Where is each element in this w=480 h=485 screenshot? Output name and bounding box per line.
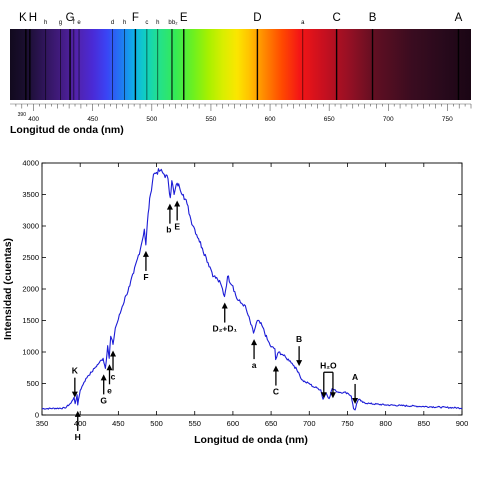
fraunhofer-label: f — [73, 20, 75, 26]
annotation-label: A — [352, 372, 358, 382]
annotation-label: a — [252, 360, 257, 370]
annotation-label: E — [174, 222, 180, 232]
fraunhofer-label: a — [301, 20, 305, 26]
intensity-series-line — [41, 168, 463, 411]
x-tick-label: 700 — [303, 419, 316, 428]
band-tick-label: 650 — [324, 116, 335, 123]
x-tick-label: 500 — [150, 419, 163, 428]
fraunhofer-label: b₂ — [172, 20, 178, 26]
band-tick-label: 600 — [265, 116, 276, 123]
x-tick-label: 350 — [36, 419, 49, 428]
annotation-arrow — [352, 383, 359, 404]
y-tick-label: 1500 — [22, 316, 39, 325]
y-tick-label: 2000 — [22, 285, 39, 294]
band-tick-label: 450 — [87, 116, 98, 123]
x-tick-label: 850 — [418, 419, 431, 428]
annotation-label: F — [143, 272, 148, 282]
x-tick-label: 650 — [265, 419, 278, 428]
solar-spectrum-band — [10, 29, 471, 100]
intensity-line — [41, 168, 463, 411]
x-tick-label: 600 — [227, 419, 240, 428]
fraunhofer-label: c — [145, 20, 148, 26]
annotation-arrow — [142, 250, 149, 271]
absorption-annotations: K H Gec Fb E D₂+D₁ a C B A H₂O — [71, 200, 359, 442]
y-tick-label: 4000 — [22, 159, 39, 168]
h2o-label: H₂O — [320, 360, 337, 370]
band-tick-label: 700 — [383, 116, 394, 123]
y-tick-label: 1000 — [22, 348, 39, 357]
annotation-arrow — [251, 339, 258, 360]
fraunhofer-label: h — [156, 20, 159, 26]
band-tick-label: 390 — [18, 112, 27, 118]
y-tick-label: 3500 — [22, 190, 39, 199]
intensity-plot-ticks: 350 400 450 500 550 600 650 700 750 800 850 900 0 500… — [22, 159, 468, 429]
band-x-axis-label: Longitud de onda (nm) — [10, 124, 124, 136]
fraunhofer-label: C — [332, 12, 340, 24]
annotation-label: b — [166, 225, 171, 235]
fraunhofer-label: b — [168, 20, 172, 26]
plot-x-axis-label: Longitud de onda (nm) — [194, 434, 308, 446]
annotation-label: H — [75, 432, 81, 442]
fraunhofer-label: h — [123, 20, 126, 26]
fraunhofer-label: H — [29, 12, 37, 24]
band-tick-label: 550 — [206, 116, 217, 123]
fraunhofer-label: K — [19, 12, 27, 24]
x-tick-label: 800 — [379, 419, 392, 428]
spectrum-gradient — [10, 29, 471, 100]
x-tick-label: 750 — [341, 419, 354, 428]
band-tick-label: 500 — [146, 116, 157, 123]
y-tick-label: 500 — [26, 379, 39, 388]
x-tick-label: 900 — [456, 419, 469, 428]
annotation-label: K — [72, 366, 79, 376]
h2o-bracket — [320, 371, 336, 399]
plot-y-axis-label: Intensidad (cuentas) — [2, 238, 14, 340]
fraunhofer-label: h — [44, 20, 47, 26]
annotation-label: G — [100, 395, 107, 405]
annotation-label: e — [107, 385, 112, 395]
fraunhofer-label: G — [66, 12, 75, 24]
annotation-arrow — [296, 346, 303, 367]
annotation-label: D₂+D₁ — [212, 324, 237, 334]
annotation-label: B — [296, 334, 302, 344]
annotation-arrow — [100, 374, 107, 395]
y-tick-label: 3000 — [22, 222, 39, 231]
annotation-label: C — [273, 387, 279, 397]
fraunhofer-label: A — [455, 12, 463, 24]
annotation-arrow — [166, 203, 173, 224]
y-tick-label: 2500 — [22, 253, 39, 262]
annotation-arrow — [272, 365, 279, 386]
band-tick-label: 400 — [28, 116, 39, 123]
fraunhofer-label: E — [180, 12, 188, 24]
fraunhofer-label: B — [369, 12, 377, 24]
fraunhofer-label: g — [59, 20, 62, 26]
x-tick-label: 400 — [74, 419, 87, 428]
fraunhofer-label: e — [77, 20, 81, 26]
annotation-arrow — [71, 377, 78, 398]
annotation-arrow — [74, 410, 81, 431]
annotation-label: c — [111, 371, 116, 381]
annotation-arrow — [110, 350, 117, 371]
annotation-arrow — [106, 364, 113, 385]
fraunhofer-label: F — [132, 12, 139, 24]
x-tick-label: 450 — [112, 419, 125, 428]
annotation-arrow — [221, 302, 228, 323]
band-tick-label: 750 — [442, 116, 453, 123]
x-tick-label: 550 — [188, 419, 201, 428]
y-tick-label: 0 — [35, 411, 39, 420]
annotation-arrow — [174, 200, 181, 221]
fraunhofer-label: D — [253, 12, 261, 24]
fraunhofer-label: d — [111, 20, 114, 26]
